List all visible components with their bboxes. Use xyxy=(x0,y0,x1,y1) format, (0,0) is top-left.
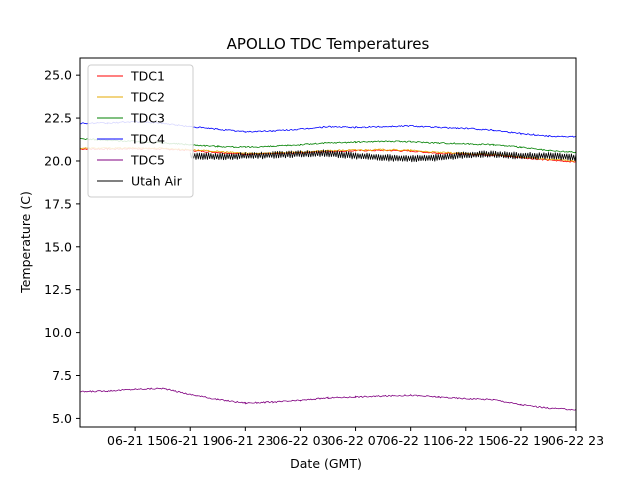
x-tick-label: 06-22 03 xyxy=(272,433,328,448)
y-tick-label: 25.0 xyxy=(44,68,72,83)
x-tick-label: 06-22 11 xyxy=(383,433,439,448)
y-axis: 5.0 7.5 10.0 12.5 15.0 17.5 20.0 22.5 25.0 xyxy=(44,68,80,426)
legend-label: TDC3 xyxy=(130,111,165,126)
y-tick-label: 12.5 xyxy=(44,282,72,297)
y-tick-label: 5.0 xyxy=(52,411,72,426)
legend-label: TDC4 xyxy=(130,132,165,147)
series-line-tdc5 xyxy=(79,387,577,411)
legend-label: Utah Air xyxy=(131,174,183,189)
y-tick-label: 17.5 xyxy=(44,196,72,211)
y-tick-label: 15.0 xyxy=(44,239,72,254)
x-tick-label: 06-21 15 xyxy=(107,433,163,448)
legend: TDC1 TDC2 TDC3 TDC4 TDC5 Utah Air xyxy=(87,64,194,198)
legend-label: TDC1 xyxy=(130,69,165,84)
plot-frame xyxy=(79,57,577,428)
legend-label: TDC2 xyxy=(130,90,165,105)
x-tick-label: 06-21 23 xyxy=(217,433,273,448)
y-tick-label: 20.0 xyxy=(44,153,72,168)
legend-box xyxy=(87,64,194,198)
y-tick-label: 10.0 xyxy=(44,325,72,340)
x-tick-label: 06-22 15 xyxy=(438,433,494,448)
x-tick-label: 06-21 19 xyxy=(162,433,218,448)
chart-title: APOLLO TDC Temperatures xyxy=(227,35,430,53)
x-tick-label: 06-22 19 xyxy=(493,433,549,448)
legend-label: TDC5 xyxy=(130,153,165,168)
y-axis-title: Temperature (C) xyxy=(18,191,33,294)
y-tick-label: 7.5 xyxy=(52,368,72,383)
series-line-utah-air xyxy=(189,149,577,163)
x-tick-label: 06-22 23 xyxy=(548,433,604,448)
x-tick-label: 06-22 07 xyxy=(327,433,383,448)
x-axis-title: Date (GMT) xyxy=(290,456,362,471)
y-tick-label: 22.5 xyxy=(44,111,72,126)
